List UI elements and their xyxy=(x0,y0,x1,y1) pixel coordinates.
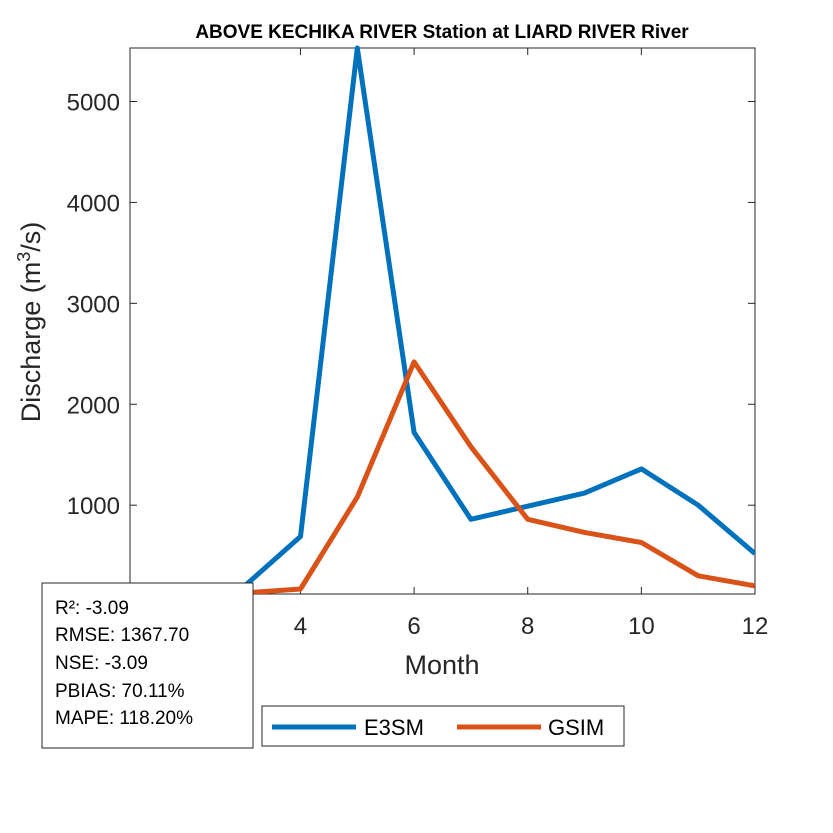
x-axis-label: Month xyxy=(404,650,479,680)
stats-box: R²: -3.09 RMSE: 1367.70 NSE: -3.09 PBIAS… xyxy=(41,582,254,749)
legend: E3SM GSIM xyxy=(261,705,625,747)
x-tick-label: 8 xyxy=(521,613,534,640)
x-tick-label: 4 xyxy=(294,613,307,640)
stats-mape: MAPE: 118.20% xyxy=(55,708,193,729)
y-tick-label: 2000 xyxy=(67,392,120,419)
y-axis-label-end: /s) xyxy=(16,222,46,252)
plot-area xyxy=(129,47,756,595)
legend-label-e3sm: E3SM xyxy=(364,715,424,740)
axis-ticks: 4 6 8 10 12 1000 2000 3000 4000 5000 xyxy=(67,48,769,640)
stats-box-frame xyxy=(41,582,254,749)
stats-r2: R²: -3.09 xyxy=(55,598,129,619)
stats-rmse: RMSE: 1367.70 xyxy=(55,625,189,646)
stats-nse: NSE: -3.09 xyxy=(55,653,148,674)
chart-title: ABOVE KECHIKA RIVER Station at LIARD RIV… xyxy=(195,22,689,43)
stats-pbias: PBIAS: 70.11% xyxy=(55,681,185,702)
y-axis-label: Discharge (m3/s) xyxy=(14,222,46,423)
legend-label-gsim: GSIM xyxy=(548,715,604,740)
y-tick-label: 1000 xyxy=(67,493,120,520)
y-tick-label: 3000 xyxy=(67,291,120,318)
x-tick-label: 10 xyxy=(628,613,655,640)
x-tick-label: 12 xyxy=(742,613,769,640)
y-axis-label-sup: 3 xyxy=(14,252,34,262)
y-axis-label-main: Discharge (m xyxy=(16,262,46,423)
x-tick-label: 6 xyxy=(407,613,420,640)
y-tick-label: 4000 xyxy=(67,190,120,217)
y-tick-label: 5000 xyxy=(67,89,120,116)
